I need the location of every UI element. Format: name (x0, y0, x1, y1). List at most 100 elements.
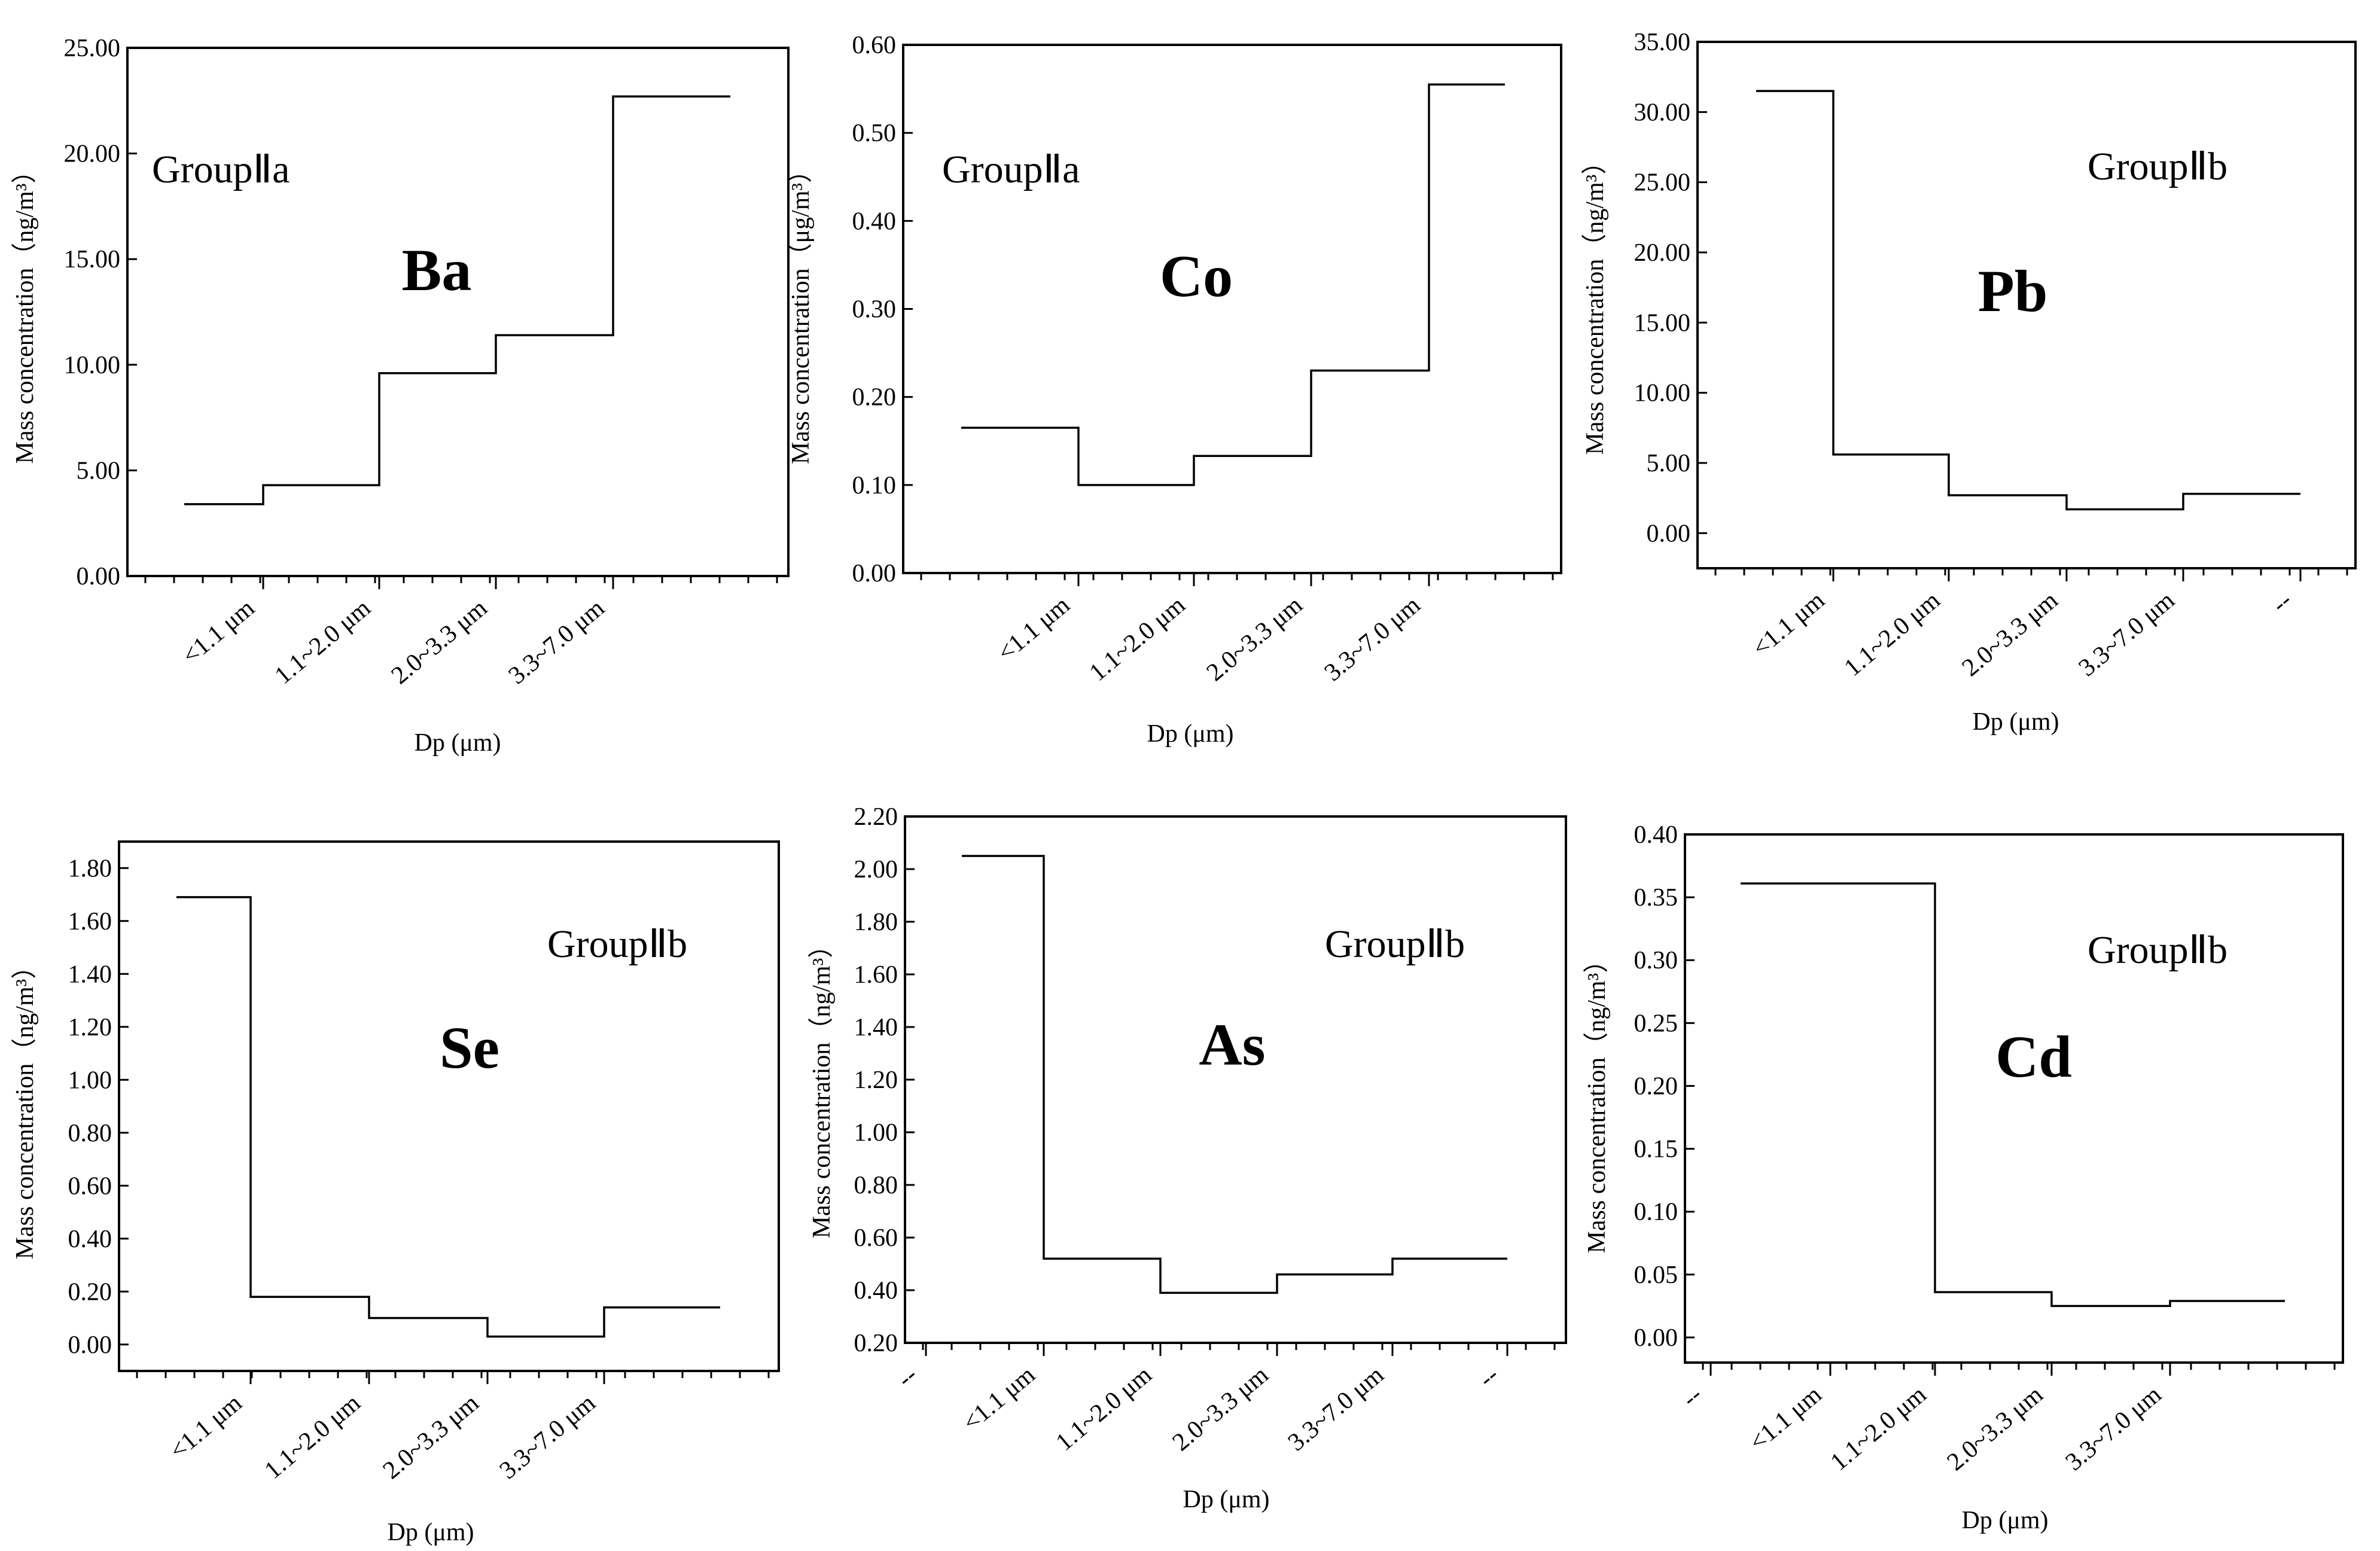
x-tick-label: 1.1~2.0 μm (1839, 586, 1946, 682)
y-tick-label: 0.20 (1634, 1072, 1678, 1100)
x-tick-label: 2.0~3.3 μm (1942, 1381, 2049, 1476)
y-tick-label: 0.00 (1647, 520, 1691, 547)
chart-panel-se: 0.00 0.20 0.40 0.60 0.80 1.00 1.20 1.40 1.60 1.80… (11, 840, 780, 1546)
x-tick-label: 1.1~2.0 μm (1051, 1361, 1157, 1456)
x-axis-title: Dp (μm) (1183, 1486, 1270, 1513)
x-tick-label: 2.0~3.3 μm (1202, 591, 1308, 687)
x-tick-label: 1.1~2.0 μm (260, 1389, 366, 1485)
y-tick-label: 0.10 (1634, 1199, 1678, 1226)
group-label: GroupⅡb (1325, 922, 1465, 966)
x-tick-label: 3.3~7.0 μm (495, 1389, 601, 1485)
y-tick-label: 0.40 (68, 1226, 112, 1253)
y-tick-label: 25.00 (1634, 169, 1691, 197)
x-tick-label: -- (892, 1361, 922, 1392)
y-axis-title: Mass concentration（μg/m³） (787, 158, 815, 464)
y-tick-label: 0.10 (852, 472, 897, 499)
plot-frame (904, 815, 1567, 1344)
y-tick-label: 20.00 (64, 141, 121, 168)
y-tick-label: 0.05 (1634, 1261, 1678, 1289)
x-axis-title: Dp (μm) (388, 1519, 474, 1546)
y-axis-title: Mass concentration（ng/m³） (808, 933, 836, 1239)
y-axis-title: Mass concentration（ng/m³） (11, 159, 39, 464)
y-tick-label: 0.20 (852, 384, 897, 412)
y-tick-label: 1.20 (854, 1066, 898, 1094)
chart-panel-pb: 0.00 5.00 10.00 15.00 20.00 25.00 30.00 35.00 <1… (1581, 29, 2357, 736)
y-tick-label: 0.80 (68, 1120, 112, 1147)
element-label: Se (440, 1014, 499, 1081)
group-label: GroupⅡb (547, 922, 687, 966)
y-tick-label: 0.30 (852, 296, 897, 324)
y-tick-label: 1.20 (68, 1014, 112, 1041)
y-tick-label: 15.00 (64, 246, 121, 273)
x-tick-label: <1.1 μm (958, 1361, 1041, 1437)
y-tick-label: 0.60 (854, 1224, 898, 1252)
y-tick-label: 5.00 (77, 457, 121, 485)
y-tick-label: 15.00 (1634, 309, 1691, 337)
x-tick-label: 1.1~2.0 μm (1826, 1381, 1932, 1476)
x-tick-label: 2.0~3.3 μm (378, 1389, 484, 1485)
element-label: Co (1160, 243, 1233, 309)
plot-frame (1696, 41, 2357, 569)
y-tick-label: 0.80 (854, 1172, 898, 1199)
y-tick-label: 1.60 (854, 961, 898, 989)
group-label: GroupⅡa (152, 148, 289, 191)
y-tick-label: 25.00 (64, 35, 121, 62)
group-label: GroupⅡb (2088, 928, 2227, 972)
x-tick-label: 1.1~2.0 μm (1084, 591, 1191, 687)
x-tick-label: 3.3~7.0 μm (2074, 586, 2180, 682)
y-tick-label: 0.40 (1634, 821, 1678, 849)
y-tick-label: 35.00 (1634, 29, 1691, 56)
chart-panel-co: 0.00 0.10 0.20 0.30 0.40 0.50 0.60 <1.1 μm 1.1~2… (787, 32, 1562, 748)
y-tick-label: 0.60 (852, 32, 897, 59)
y-tick-label: 0.15 (1634, 1136, 1678, 1163)
y-tick-label: 20.00 (1634, 239, 1691, 267)
x-tick-label: 1.1~2.0 μm (270, 594, 376, 690)
y-tick-label: 0.50 (852, 120, 897, 147)
y-tick-label: 0.35 (1634, 884, 1678, 912)
step-series-se (176, 896, 720, 1338)
x-axis-title: Dp (μm) (1973, 708, 2059, 736)
x-tick-label: 2.0~3.3 μm (1168, 1361, 1274, 1456)
y-axis-title: Mass concentration（ng/m³） (11, 954, 39, 1260)
y-tick-label: 1.40 (854, 1014, 898, 1041)
x-tick-label: <1.1 μm (177, 594, 260, 670)
x-tick-label: 2.0~3.3 μm (386, 594, 493, 690)
chart-panel-ba: 0.00 5.00 10.00 15.00 20.00 25.00 <1.1 μm 1.1~2… (11, 35, 790, 757)
step-series-co (961, 83, 1505, 486)
plot-frame (126, 47, 790, 577)
group-label: GroupⅡa (942, 148, 1080, 191)
step-series-as (962, 855, 1507, 1294)
x-tick-label: 3.3~7.0 μm (1283, 1361, 1389, 1456)
y-tick-label: 30.00 (1634, 99, 1691, 126)
chart-panel-as: 0.20 0.40 0.60 0.80 1.00 1.20 1.40 1.60 1.80 2.00… (808, 803, 1567, 1513)
x-axis-title: Dp (μm) (1962, 1507, 2049, 1534)
x-tick-label: <1.1 μm (164, 1389, 248, 1465)
y-tick-label: 0.40 (854, 1277, 898, 1305)
x-tick-label: -- (1677, 1381, 1707, 1412)
plot-frame (1684, 833, 2344, 1364)
y-tick-label: 1.40 (68, 961, 112, 988)
element-label: Pb (1978, 258, 2048, 324)
y-tick-label: 0.00 (852, 560, 897, 587)
x-tick-label: 3.3~7.0 μm (2061, 1381, 2167, 1476)
y-tick-label: 0.00 (68, 1331, 112, 1359)
y-tick-label: 2.20 (854, 803, 898, 831)
x-tick-label: <1.1 μm (1747, 586, 1830, 662)
y-tick-label: 1.80 (854, 909, 898, 936)
y-tick-label: 0.25 (1634, 1010, 1678, 1037)
y-tick-label: 1.60 (68, 908, 112, 936)
x-axis-title: Dp (μm) (1147, 720, 1234, 748)
y-tick-label: 0.00 (1634, 1324, 1678, 1352)
plot-frame (118, 840, 780, 1372)
y-axis-title: Mass concentration（ng/m³） (1583, 948, 1611, 1254)
y-tick-label: 0.60 (68, 1172, 112, 1200)
x-tick-label: -- (1473, 1361, 1504, 1392)
x-tick-label: <1.1 μm (1744, 1381, 1827, 1456)
step-series-ba (184, 95, 730, 505)
y-tick-label: 1.80 (68, 855, 112, 882)
y-tick-label: 0.40 (852, 208, 897, 235)
x-tick-label: 3.3~7.0 μm (504, 594, 610, 690)
y-tick-label: 0.00 (77, 563, 121, 590)
y-tick-label: 10.00 (1634, 380, 1691, 407)
